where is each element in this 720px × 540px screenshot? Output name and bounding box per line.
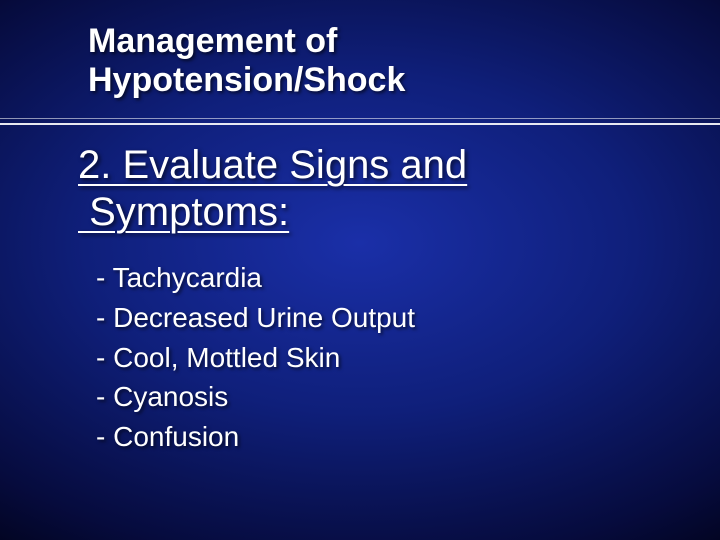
list-item: - Confusion (96, 417, 415, 457)
list-item: - Tachycardia (96, 258, 415, 298)
subtitle-line-1: 2. Evaluate Signs and (78, 143, 467, 187)
divider (0, 118, 720, 125)
divider-line-thick (0, 123, 720, 125)
divider-line-thin (0, 118, 720, 119)
slide-title: Management of Hypotension/Shock (88, 22, 405, 100)
subtitle-line-2: Symptoms: (78, 190, 289, 234)
slide-subtitle: 2. Evaluate Signs and Symptoms: (78, 142, 467, 236)
title-line-1: Management of (88, 22, 337, 60)
slide: Management of Hypotension/Shock 2. Evalu… (0, 0, 720, 540)
list-item: - Cyanosis (96, 377, 415, 417)
title-line-2: Hypotension/Shock (88, 61, 405, 99)
list-item: - Cool, Mottled Skin (96, 338, 415, 378)
list-item: - Decreased Urine Output (96, 298, 415, 338)
bullet-list: - Tachycardia - Decreased Urine Output -… (96, 258, 415, 457)
